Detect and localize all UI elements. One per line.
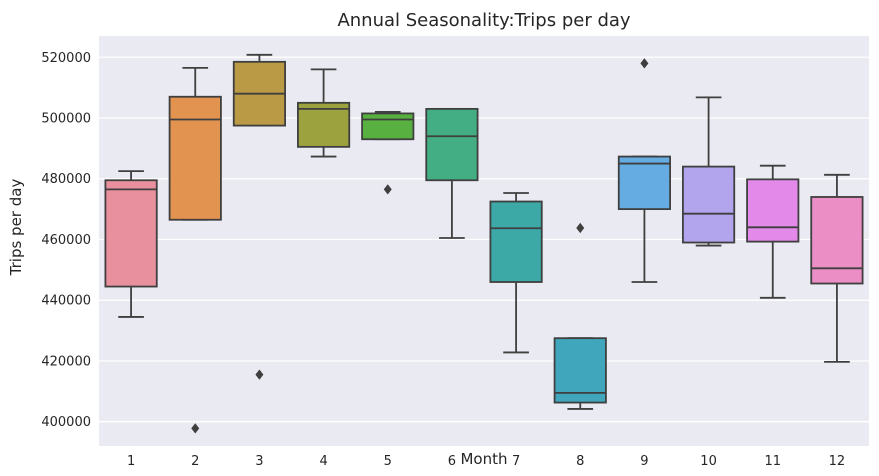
box-iqr	[746, 178, 800, 243]
x-tick-label: 12	[829, 454, 846, 469]
box-iqr	[617, 155, 671, 211]
y-tick-label: 480000	[41, 172, 91, 187]
x-tick-label: 10	[700, 454, 717, 469]
x-tick-label: 5	[384, 454, 392, 469]
box-month-1	[104, 170, 158, 318]
box-month-3	[232, 53, 286, 380]
gridlines	[99, 56, 869, 423]
box-iqr	[682, 165, 736, 244]
y-tick-label: 500000	[41, 112, 91, 127]
y-tick-label: 420000	[41, 354, 91, 369]
x-axis-label: Month	[460, 450, 507, 468]
y-tick-label: 440000	[41, 294, 91, 309]
outlier-point	[255, 369, 264, 380]
x-tick-label: 4	[319, 454, 327, 469]
box-month-4	[297, 68, 351, 158]
x-tick-label: 9	[640, 454, 648, 469]
box-iqr	[425, 107, 479, 182]
box-month-7	[489, 192, 543, 354]
y-axis-label: Trips per day	[7, 179, 25, 277]
x-tick-label: 2	[191, 454, 199, 469]
outlier-point	[191, 423, 200, 434]
box-month-6	[425, 107, 479, 239]
x-tick-label: 11	[764, 454, 781, 469]
y-tick-label: 400000	[41, 415, 91, 430]
y-tick-label: 460000	[41, 233, 91, 248]
box-month-8	[553, 222, 607, 410]
box-iqr	[104, 179, 158, 288]
box-iqr	[168, 95, 222, 221]
box-iqr	[297, 101, 351, 148]
box-month-10	[682, 96, 736, 247]
x-tick-label: 6	[448, 454, 456, 469]
outlier-point	[383, 184, 392, 195]
box-month-11	[746, 164, 800, 299]
y-tick-labels: 400000 420000 440000 460000 480000 500000 5200…	[41, 51, 91, 430]
box-iqr	[361, 112, 415, 141]
outlier-point	[640, 58, 649, 69]
x-tick-label: 1	[127, 454, 135, 469]
x-tick-label: 8	[576, 454, 584, 469]
box-iqr	[489, 200, 543, 283]
box-month-5	[361, 111, 415, 195]
box-month-12	[810, 173, 864, 363]
plot-background	[99, 36, 869, 446]
box-iqr	[810, 196, 864, 285]
box-iqr	[553, 337, 607, 404]
y-tick-label: 520000	[41, 51, 91, 66]
x-tick-label: 3	[255, 454, 263, 469]
box-month-9	[617, 58, 671, 283]
box-month-2	[168, 66, 222, 434]
boxes	[104, 53, 864, 434]
x-tick-labels: 1 2 3 4 5 6 7 8 9 10 11 12	[127, 454, 845, 469]
x-tick-label: 7	[512, 454, 520, 469]
chart-title: Annual Seasonality:Trips per day	[337, 10, 630, 31]
outlier-point	[576, 222, 585, 234]
